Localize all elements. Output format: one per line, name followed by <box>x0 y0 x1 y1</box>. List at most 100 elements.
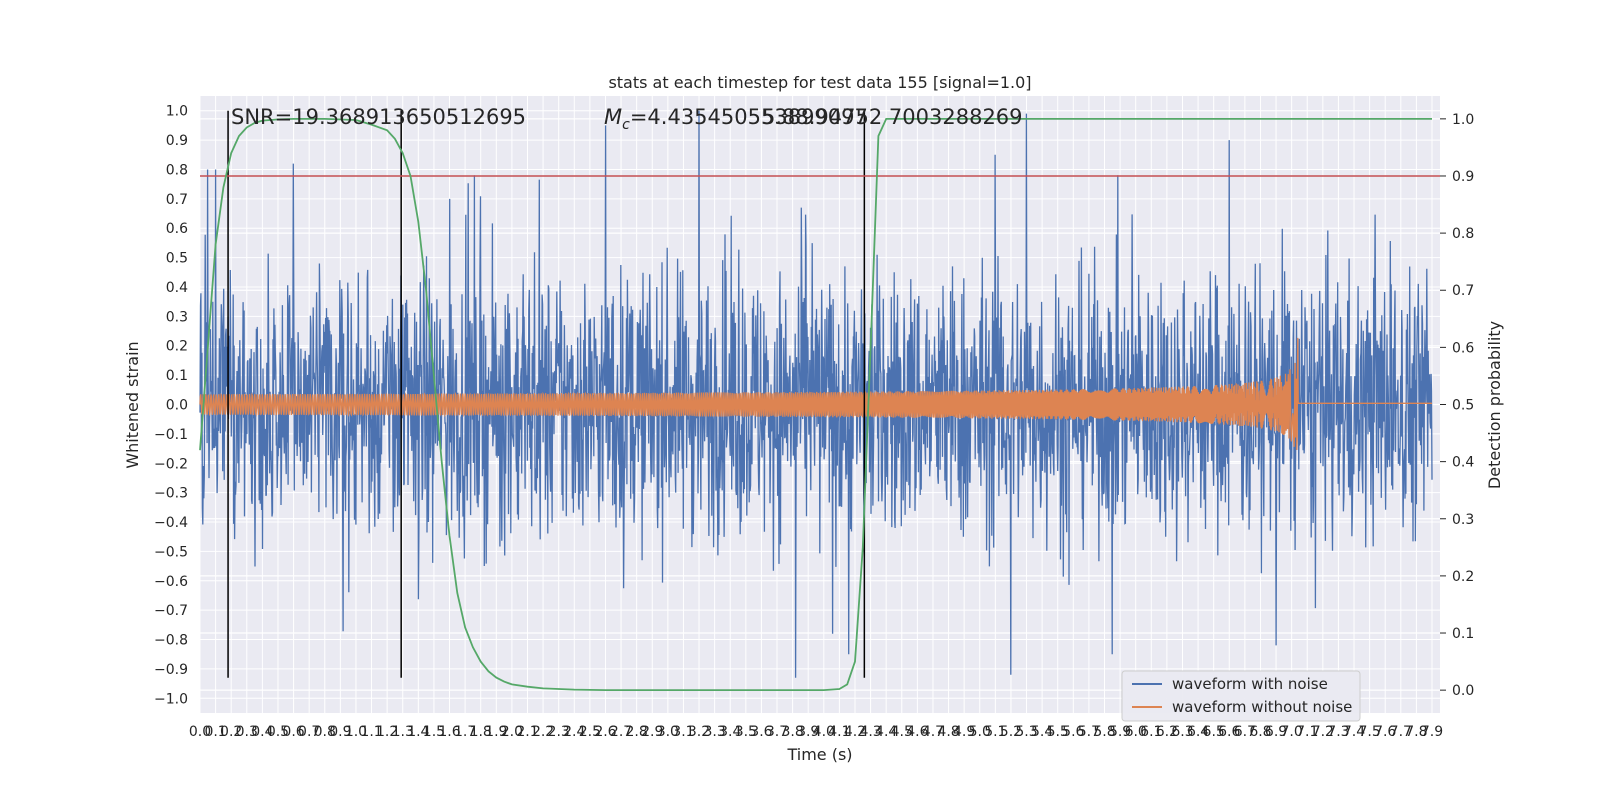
x-tick-label-12: 1.2 <box>376 724 398 740</box>
x-tick-label-9: 0.9 <box>329 724 351 740</box>
x-tick-label-71: 7.1 <box>1296 724 1318 740</box>
x-tick-label-73: 7.3 <box>1327 724 1349 740</box>
x-tick-label-42: 4.2 <box>844 724 866 740</box>
y2-tick-label-9: 0.9 <box>1452 169 1474 185</box>
y-tick-label-1: −0.9 <box>154 662 188 678</box>
chart-title: stats at each timestep for test data 155… <box>608 73 1031 92</box>
x-tick-label-68: 6.8 <box>1249 724 1271 740</box>
x-tick-labels: 0.00.10.20.30.40.50.60.70.80.91.01.11.21… <box>189 724 1443 740</box>
x-tick-label-58: 5.8 <box>1093 724 1115 740</box>
x-tick-label-45: 4.5 <box>891 724 913 740</box>
x-tick-label-5: 0.5 <box>267 724 289 740</box>
x-tick-label-50: 5.0 <box>969 724 991 740</box>
x-tick-label-70: 7.0 <box>1281 724 1303 740</box>
x-tick-label-63: 6.3 <box>1171 724 1193 740</box>
x-tick-label-60: 6.0 <box>1125 724 1147 740</box>
x-tick-label-23: 2.3 <box>548 724 570 740</box>
legend-label-clean: waveform without noise <box>1172 698 1352 716</box>
x-tick-label-53: 5.3 <box>1015 724 1037 740</box>
x-tick-label-18: 1.8 <box>470 724 492 740</box>
x-tick-label-27: 2.7 <box>610 724 632 740</box>
y2-tick-label-0: 0.0 <box>1452 683 1474 699</box>
legend: waveform with noise waveform without noi… <box>1121 670 1361 722</box>
x-tick-label-57: 5.7 <box>1078 724 1100 740</box>
legend-label-noise: waveform with noise <box>1172 675 1328 693</box>
x-tick-label-39: 3.9 <box>797 724 819 740</box>
x-tick-label-69: 6.9 <box>1265 724 1287 740</box>
y-tick-label-16: 0.6 <box>166 221 188 237</box>
x-tick-label-30: 3.0 <box>657 724 679 740</box>
overlap-annotation: 5.88.94752 7003288269 <box>762 105 1023 129</box>
x-tick-label-61: 6.1 <box>1140 724 1162 740</box>
x-tick-label-14: 1.4 <box>407 724 429 740</box>
clean-waveform-line <box>199 337 1432 451</box>
y-tick-label-18: 0.8 <box>166 162 188 178</box>
y-axis-label: Whitened strain <box>123 341 142 468</box>
x-tick-label-20: 2.0 <box>501 724 523 740</box>
mc-symbol: M <box>604 105 622 129</box>
x-tick-label-22: 2.2 <box>532 724 554 740</box>
x-tick-label-76: 7.6 <box>1374 724 1396 740</box>
x-tick-label-31: 3.1 <box>672 724 694 740</box>
x-tick-label-29: 2.9 <box>641 724 663 740</box>
x-tick-label-13: 1.3 <box>392 724 414 740</box>
y2-tick-label-6: 0.6 <box>1452 340 1474 356</box>
x-tick-label-54: 5.4 <box>1031 724 1053 740</box>
x-tick-label-0: 0.0 <box>189 724 211 740</box>
y-tick-label-15: 0.5 <box>166 251 188 267</box>
x-tick-label-65: 6.5 <box>1203 724 1225 740</box>
x-tick-label-25: 2.5 <box>579 724 601 740</box>
y-tick-label-4: −0.6 <box>154 574 188 590</box>
x-tick-label-55: 5.5 <box>1047 724 1069 740</box>
x-tick-label-77: 7.7 <box>1390 724 1412 740</box>
x-tick-label-15: 1.5 <box>423 724 445 740</box>
y-tick-label-19: 0.9 <box>166 133 188 149</box>
x-tick-label-51: 5.1 <box>984 724 1006 740</box>
x-tick-label-32: 3.2 <box>688 724 710 740</box>
vertical-markers <box>227 110 866 678</box>
y2-axis-label: Detection probability <box>1485 321 1504 489</box>
snr-annotation: SNR=19.368913650512695 <box>231 105 526 129</box>
detection-probability-line <box>199 118 1432 691</box>
y-tick-label-7: −0.3 <box>154 486 188 502</box>
y-tick-label-8: −0.2 <box>154 456 188 472</box>
y-tick-label-3: −0.7 <box>154 603 188 619</box>
x-tick-label-52: 5.2 <box>1000 724 1022 740</box>
y2-tick-label-1: 0.1 <box>1452 626 1474 642</box>
y-tick-label-0: −1.0 <box>154 691 188 707</box>
x-tick-label-44: 4.4 <box>875 724 897 740</box>
x-tick-label-4: 0.4 <box>251 724 273 740</box>
x-tick-label-26: 2.6 <box>594 724 616 740</box>
x-tick-label-56: 5.6 <box>1062 724 1084 740</box>
x-tick-label-46: 4.6 <box>906 724 928 740</box>
x-tick-label-2: 0.2 <box>220 724 242 740</box>
y-tick-label-14: 0.4 <box>166 280 188 296</box>
x-tick-label-17: 1.7 <box>454 724 476 740</box>
y-tick-label-6: −0.4 <box>154 515 188 531</box>
x-tick-label-37: 3.7 <box>766 724 788 740</box>
mc-value: =4.435450553899097 <box>630 105 868 129</box>
x-tick-label-3: 0.3 <box>236 724 258 740</box>
x-tick-label-48: 4.8 <box>937 724 959 740</box>
x-tick-label-36: 3.6 <box>750 724 772 740</box>
y2-tick-label-5: 0.5 <box>1452 398 1474 414</box>
y-tick-label-11: 0.1 <box>166 368 188 384</box>
x-tick-label-64: 6.4 <box>1187 724 1209 740</box>
mc-subscript: c <box>622 117 630 133</box>
x-tick-label-72: 7.2 <box>1312 724 1334 740</box>
x-tick-label-6: 0.6 <box>282 724 304 740</box>
x-tick-label-49: 4.9 <box>953 724 975 740</box>
x-tick-label-43: 4.3 <box>859 724 881 740</box>
x-tick-label-10: 1.0 <box>345 724 367 740</box>
x-axis-label: Time (s) <box>786 745 852 764</box>
x-tick-label-8: 0.8 <box>314 724 336 740</box>
x-tick-label-34: 3.4 <box>719 724 741 740</box>
y2-tick-label-3: 0.3 <box>1452 512 1474 528</box>
x-tick-label-79: 7.9 <box>1421 724 1443 740</box>
x-tick-label-47: 4.7 <box>922 724 944 740</box>
series-detection-probability <box>199 118 1432 691</box>
x-tick-label-74: 7.4 <box>1343 724 1365 740</box>
x-tick-label-11: 1.1 <box>360 724 382 740</box>
x-tick-label-67: 6.7 <box>1234 724 1256 740</box>
